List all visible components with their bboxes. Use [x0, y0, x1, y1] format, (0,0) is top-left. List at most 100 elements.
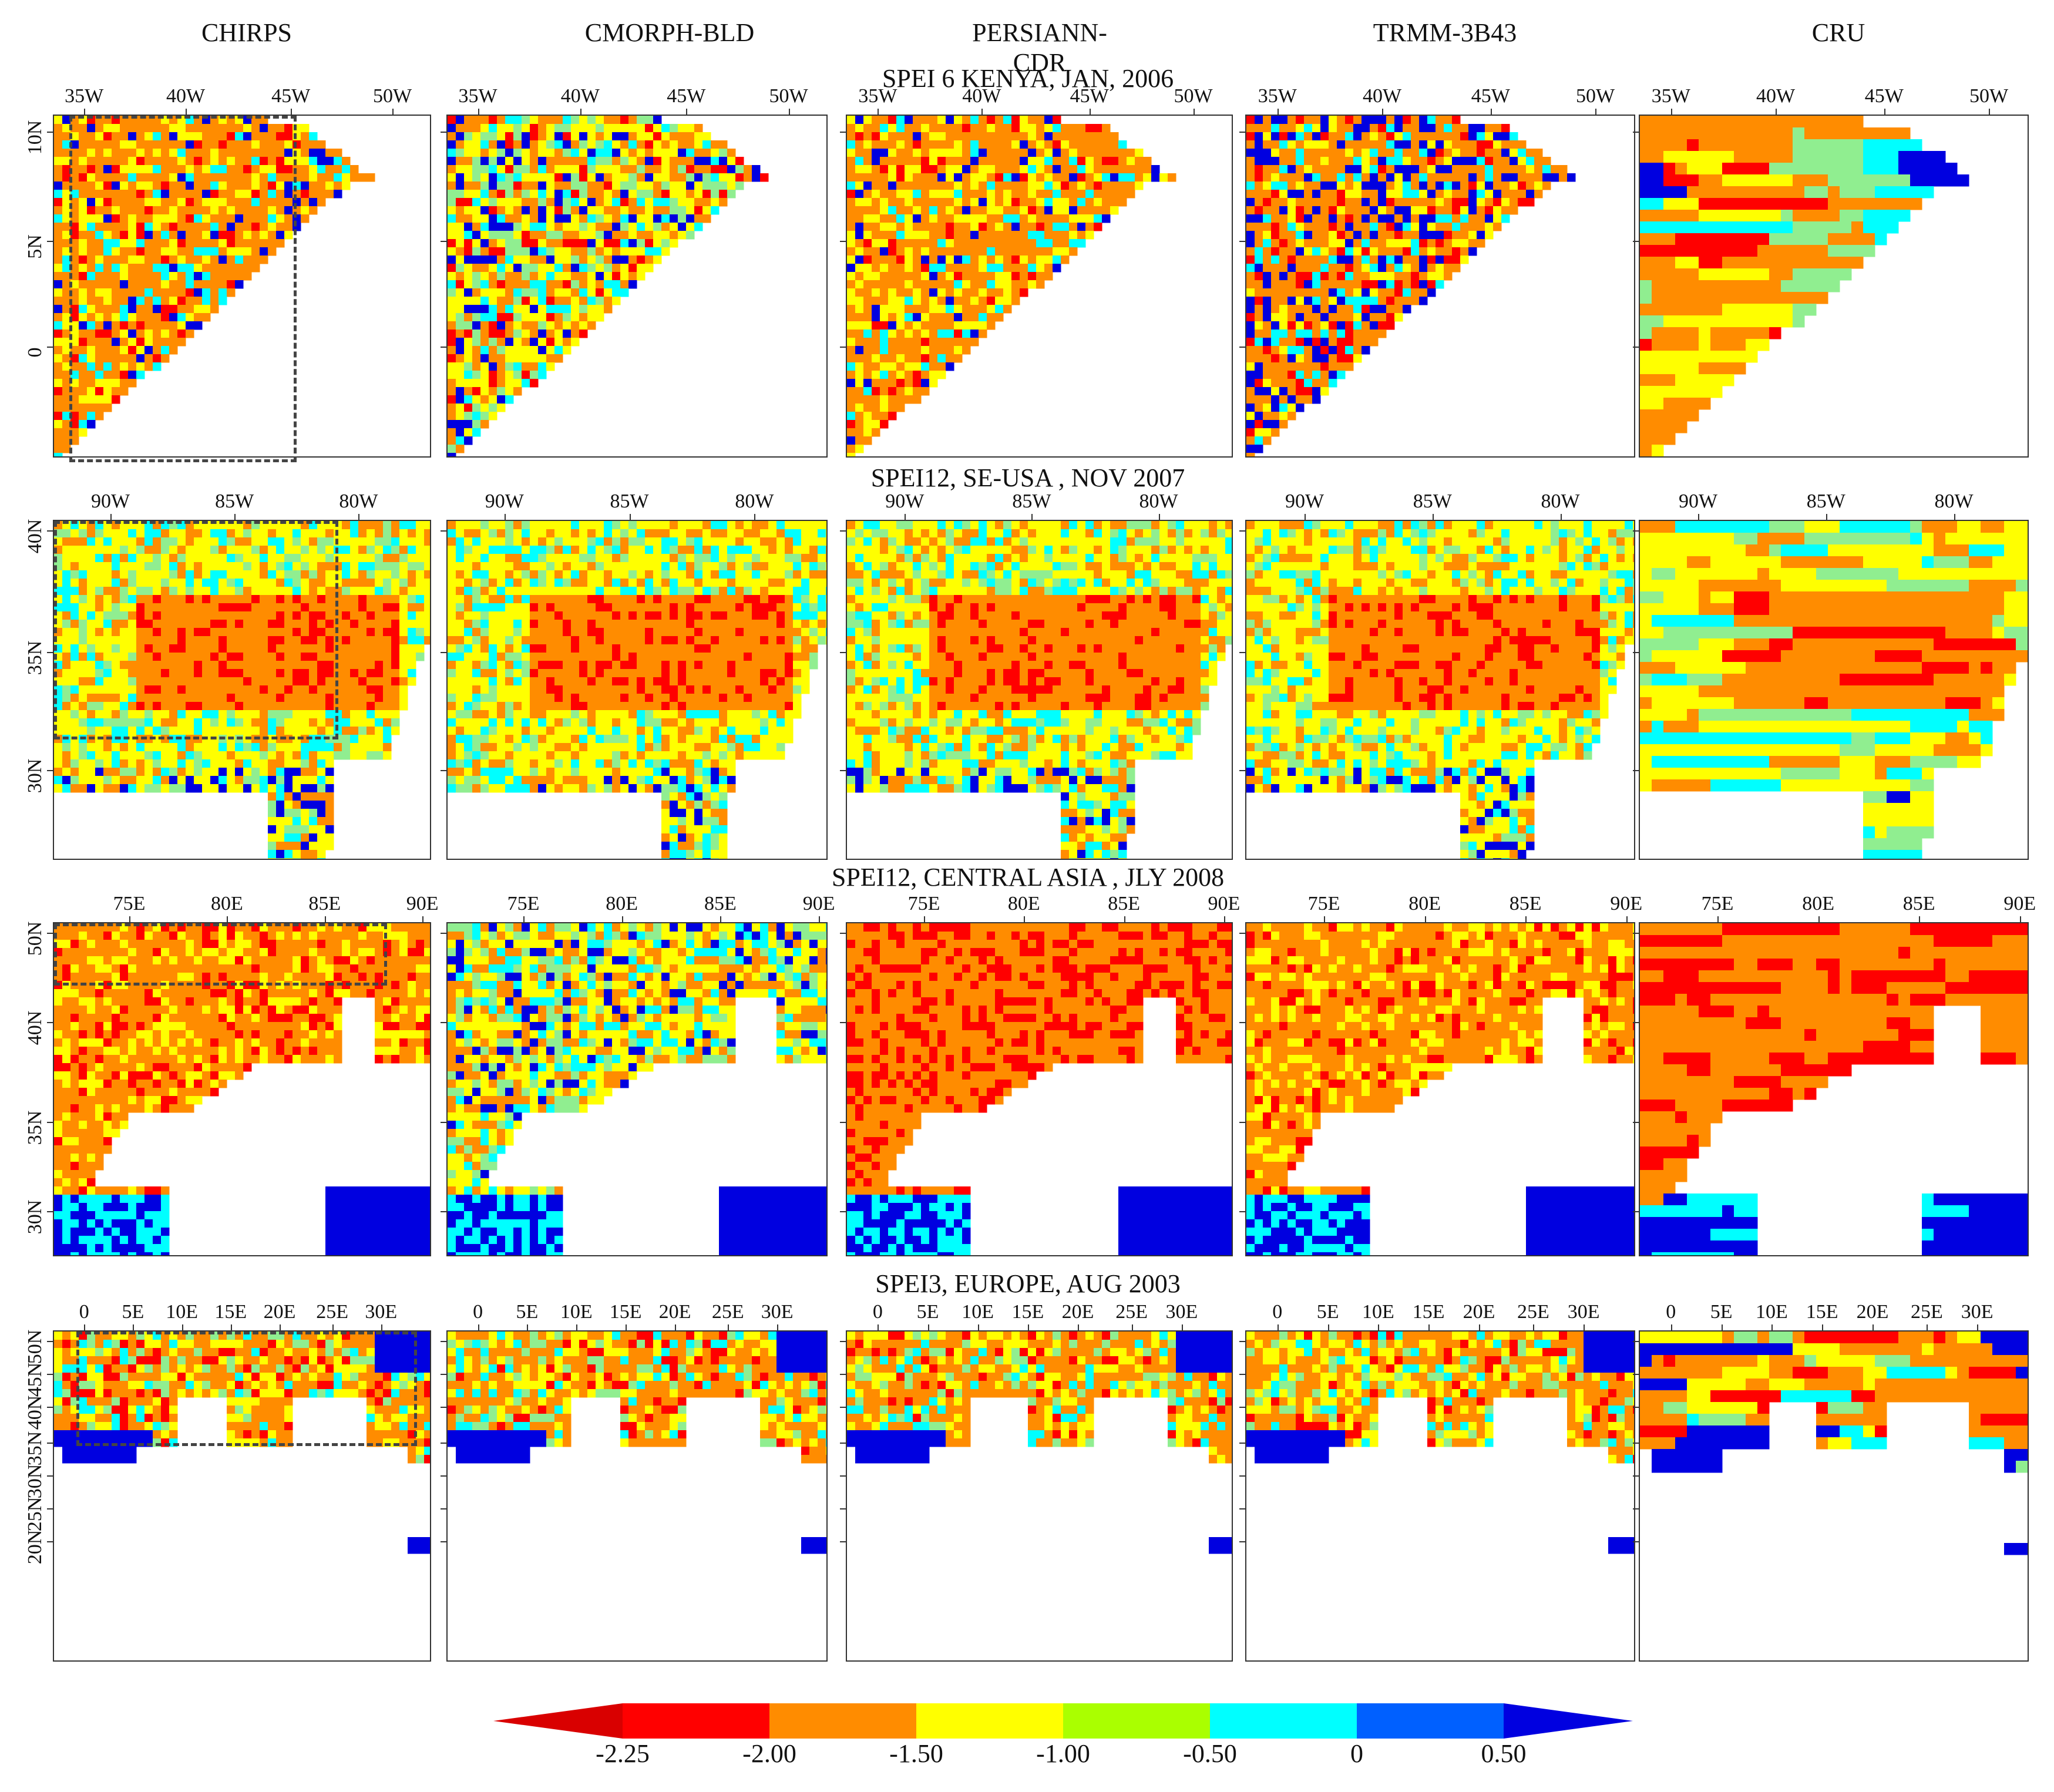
- tick-mark: [1525, 916, 1527, 923]
- colorbar-tick-label: 0: [1350, 1739, 1363, 1768]
- tick-mark: [84, 109, 86, 116]
- tick-mark: [1424, 916, 1426, 923]
- tick-mark: [1717, 916, 1719, 923]
- tick-mark: [1432, 514, 1434, 521]
- tick-mark: [1223, 916, 1225, 923]
- tick-mark: [47, 1373, 54, 1375]
- longitude-tick-label: 5E: [1316, 1301, 1339, 1323]
- column-header-cru: CRU: [1811, 18, 1865, 47]
- longitude-tick-label: 5E: [516, 1301, 539, 1323]
- map-panel-central-asia-chirps: 75E 80E 85E 90E 50N 40N 35N 30N: [24, 893, 439, 1256]
- spei-raster: [1246, 521, 1634, 859]
- longitude-tick-label: 15E: [1412, 1301, 1445, 1323]
- longitude-tick-label: 0: [473, 1301, 483, 1323]
- spei-raster: [448, 1332, 826, 1554]
- colorbar-tick-label: -2.00: [742, 1739, 796, 1768]
- tick-mark: [840, 1373, 847, 1375]
- tick-mark: [1239, 1340, 1246, 1342]
- longitude-tick-label: 90W: [485, 490, 524, 512]
- tick-mark: [1124, 916, 1125, 923]
- tick-mark: [728, 1324, 730, 1332]
- tick-mark: [1989, 109, 1990, 116]
- tick-mark: [358, 514, 360, 521]
- tick-mark: [47, 1211, 54, 1213]
- latitude-tick-label: 40N: [24, 1010, 46, 1045]
- tick-mark: [47, 1121, 54, 1123]
- tick-mark: [422, 916, 424, 923]
- latitude-tick-label: 35N: [24, 1431, 46, 1466]
- tick-mark: [1193, 109, 1195, 116]
- tick-mark: [686, 109, 688, 116]
- longitude-tick-label: 30E: [1567, 1301, 1600, 1323]
- tick-mark: [1158, 514, 1160, 521]
- spei-raster: [448, 923, 826, 1255]
- tick-mark: [1239, 1121, 1246, 1123]
- tick-mark: [1633, 1121, 1640, 1123]
- tick-mark: [441, 1022, 448, 1024]
- map-panel-central-asia-persiann: 75E 80E 85E 90E: [840, 893, 1240, 1256]
- tick-mark: [441, 1406, 448, 1408]
- longitude-tick-label: 90W: [90, 490, 130, 512]
- tick-mark: [629, 514, 631, 521]
- tick-mark: [1239, 1211, 1246, 1213]
- tick-mark: [47, 1541, 54, 1543]
- tick-mark: [1633, 1443, 1640, 1444]
- longitude-tick-label: 45W: [667, 85, 706, 107]
- tick-mark: [47, 1475, 54, 1477]
- longitude-tick-label: 75E: [907, 893, 940, 915]
- tick-mark: [878, 1324, 879, 1332]
- longitude-tick-label: 15E: [1806, 1301, 1838, 1323]
- tick-mark: [1633, 1475, 1640, 1477]
- map-panel-europe-cru: 0 5E 10E 15E 20E 25E 30E: [1633, 1301, 2029, 1662]
- tick-mark: [504, 514, 506, 521]
- tick-mark: [441, 530, 448, 532]
- tick-mark: [1771, 1324, 1773, 1332]
- spei-raster: [1640, 521, 2028, 859]
- longitude-tick-label: 80W: [1541, 490, 1580, 512]
- longitude-tick-label: 25E: [1517, 1301, 1549, 1323]
- tick-mark: [1024, 916, 1026, 923]
- tick-mark: [1633, 530, 1640, 532]
- tick-mark: [840, 241, 847, 242]
- longitude-tick-label: 45W: [1070, 85, 1109, 107]
- latitude-tick-label: 30N: [24, 758, 46, 794]
- longitude-tick-label: 15E: [1011, 1301, 1044, 1323]
- tick-mark: [527, 1324, 529, 1332]
- tick-mark: [1721, 1324, 1723, 1332]
- longitude-tick-label: 90E: [1610, 893, 1643, 915]
- latitude-tick-label: 0: [24, 347, 46, 358]
- tick-mark: [441, 241, 448, 242]
- longitude-tick-label: 80W: [1934, 490, 1974, 512]
- longitude-tick-label: 90W: [885, 490, 925, 512]
- row-title-se-usa: SPEI12, SE-USA , NOV 2007: [870, 463, 1185, 492]
- tick-mark: [392, 109, 394, 116]
- tick-mark: [840, 1475, 847, 1477]
- tick-mark: [1239, 1443, 1246, 1444]
- longitude-tick-label: 20E: [1061, 1301, 1094, 1323]
- tick-mark: [1382, 109, 1383, 116]
- tick-mark: [1822, 1324, 1824, 1332]
- tick-mark: [1277, 109, 1279, 116]
- latitude-tick-label: 10N: [24, 120, 46, 155]
- spei-raster: [448, 521, 826, 859]
- colorbar-segment: [1063, 1703, 1210, 1739]
- spei-raster: [847, 521, 1232, 859]
- spei-raster: [1640, 116, 1969, 456]
- tick-mark: [1633, 770, 1640, 771]
- longitude-tick-label: 35W: [65, 85, 104, 107]
- colorbar-tick-label: -2.25: [596, 1739, 650, 1768]
- tick-mark: [840, 1541, 847, 1543]
- tick-mark: [840, 770, 847, 771]
- tick-mark: [84, 1324, 86, 1332]
- spei-raster: [1246, 116, 1576, 456]
- tick-mark: [977, 1324, 979, 1332]
- tick-mark: [441, 770, 448, 771]
- spei-raster: [1246, 1332, 1634, 1554]
- map-panel-se-usa-persiann: 90W 85W 80W: [840, 490, 1233, 860]
- longitude-tick-label: 35W: [458, 85, 497, 107]
- tick-mark: [981, 109, 983, 116]
- longitude-tick-label: 75E: [1701, 893, 1734, 915]
- map-panel-europe-cmorph: 0 5E 10E 15E 20E 25E 30E: [441, 1301, 828, 1662]
- spei-raster: [847, 923, 1232, 1255]
- spei-raster: [847, 1332, 1232, 1554]
